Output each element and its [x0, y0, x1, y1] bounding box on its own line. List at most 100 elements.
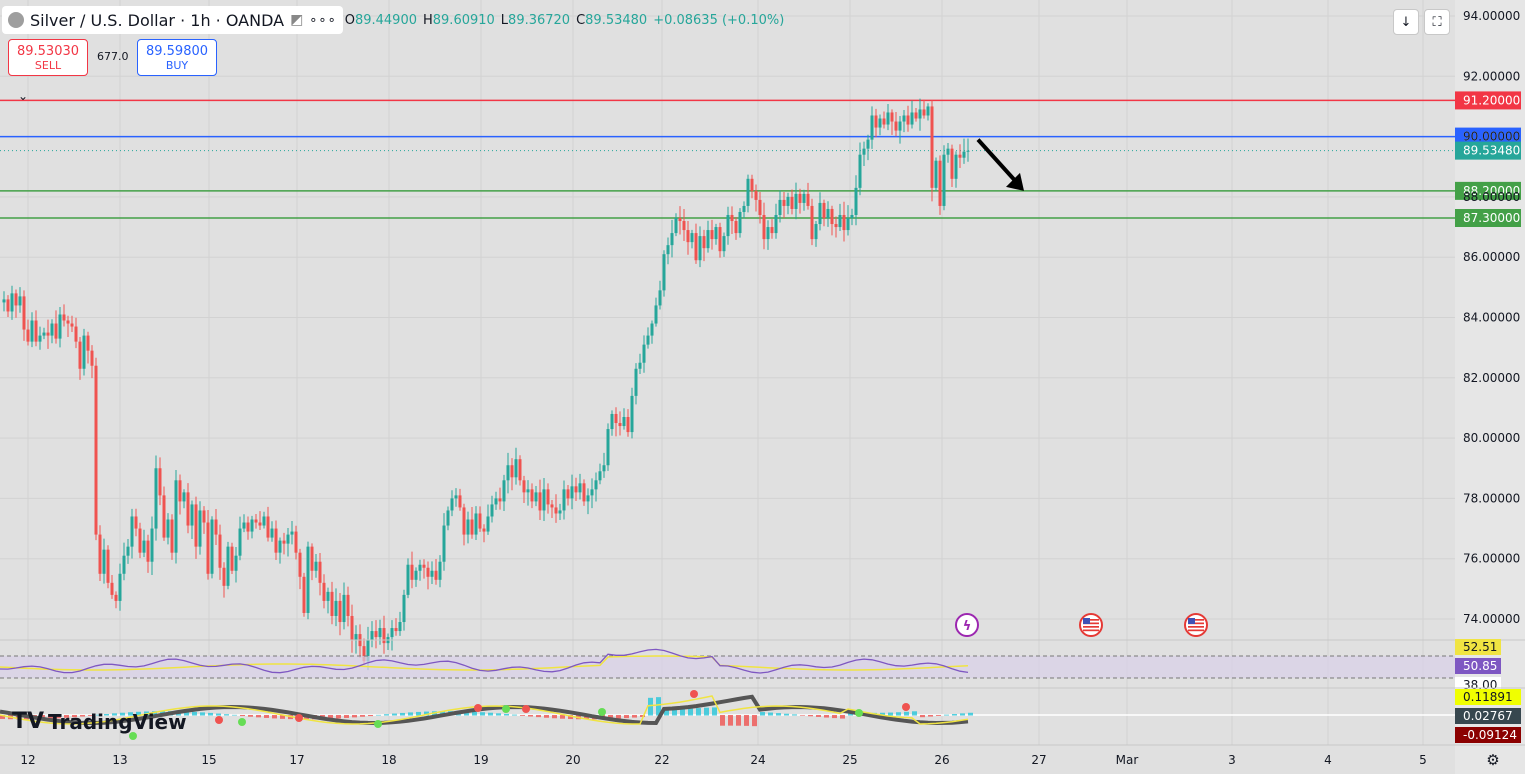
price-tick-label: 82.00000: [1463, 371, 1520, 385]
candle-body: [374, 631, 378, 638]
tradingview-logo-icon: 𝗧𝗩: [12, 709, 45, 734]
candle-body: [406, 564, 410, 595]
candle-body: [178, 480, 182, 502]
candle-body: [822, 202, 826, 219]
flag-stripe: [1083, 629, 1099, 632]
candle-body: [282, 540, 286, 544]
macd-tag: [1455, 708, 1521, 724]
candle-body: [258, 522, 262, 526]
candle-body: [274, 528, 278, 553]
candle-body: [438, 561, 442, 580]
candle-body: [514, 459, 518, 478]
arrow-shaft[interactable]: [976, 138, 1020, 186]
fullscreen-button[interactable]: ⛶: [1424, 9, 1450, 35]
price-axis[interactable]: 94.00000 92.00000 90.00000 88.00000 86.00000…: [1463, 9, 1520, 626]
candle-body: [758, 199, 762, 215]
candle-body: [610, 413, 614, 430]
candle-body: [942, 154, 946, 206]
macd-histogram-bar: [568, 715, 573, 720]
chevron-down-icon[interactable]: ⌄: [18, 89, 28, 103]
candle-body: [322, 582, 326, 601]
rsi-ma-line: [0, 655, 969, 671]
sell-label: SELL: [34, 58, 62, 72]
event-markers[interactable]: ϟ: [955, 613, 1208, 637]
sell-button[interactable]: 89.53030 SELL: [8, 39, 88, 76]
macd-histogram-bar: [544, 715, 549, 718]
price-tick-label: 84.00000: [1463, 311, 1520, 325]
candle-body: [582, 483, 586, 502]
download-button[interactable]: ↓: [1393, 9, 1419, 35]
macd-histogram-bar: [56, 715, 61, 719]
gear-icon[interactable]: ⚙: [1486, 751, 1499, 769]
candle-body: [38, 335, 42, 342]
macd-histogram-bar: [272, 715, 277, 719]
candle-body: [718, 227, 722, 252]
silver-icon: [8, 12, 24, 28]
more-icon[interactable]: ∘∘∘: [309, 12, 337, 28]
buy-button[interactable]: 89.59800 BUY: [137, 39, 217, 76]
fullscreen-icon: ⛶: [1432, 14, 1442, 30]
us-flag-event-icon[interactable]: [1184, 613, 1208, 637]
time-tick-label: 18: [381, 753, 396, 767]
macd-histogram-bar: [400, 712, 405, 716]
candle-body: [874, 115, 878, 128]
candle-body: [98, 534, 102, 574]
candle-body: [330, 591, 334, 616]
candle-body: [742, 205, 746, 212]
candle-body: [186, 492, 190, 526]
candle-body: [926, 106, 930, 116]
macd-histogram-bar: [824, 715, 829, 718]
time-tick-label: 15: [201, 753, 216, 767]
earnings-event-icon[interactable]: ϟ: [955, 613, 979, 637]
arrow-head[interactable]: [1006, 172, 1024, 191]
price-tick-label: 86.00000: [1463, 250, 1520, 264]
buy-price: 89.59800: [145, 43, 209, 59]
macd-histogram-bar: [256, 715, 261, 718]
candle-body: [366, 640, 370, 662]
candle-body: [318, 561, 322, 583]
candle-body: [962, 151, 966, 158]
macd-cross-dot: [690, 690, 698, 698]
change-value: +0.08635 (+0.10%): [653, 12, 785, 28]
candle-body: [602, 465, 606, 472]
macd-histogram-bar: [720, 715, 725, 726]
candle-body: [526, 489, 530, 493]
macd-cross-dot: [215, 716, 223, 724]
candle-body: [614, 413, 618, 424]
candle-body: [798, 193, 802, 203]
candle-body: [286, 534, 290, 544]
level-label: 90.00000: [1463, 130, 1520, 144]
candle-body: [958, 154, 962, 158]
time-tick-label: 13: [112, 753, 127, 767]
down-arrow-annotation[interactable]: [976, 138, 1024, 191]
time-tick-label: 19: [473, 753, 488, 767]
candle-body: [482, 528, 486, 532]
macd-histogram-bar: [104, 713, 109, 716]
candle-body: [290, 531, 294, 535]
macd-histogram-bar: [904, 711, 909, 716]
macd-histogram-bar: [944, 714, 949, 716]
macd-histogram-bar: [712, 707, 717, 716]
macd-histogram-bar: [408, 712, 413, 716]
candle-body: [30, 320, 34, 342]
candle-body: [746, 178, 750, 206]
symbol-box[interactable]: Silver / U.S. Dollar · 1h · OANDA ◩ ∘∘∘: [2, 6, 343, 34]
flag-canton: [1188, 618, 1195, 624]
us-flag-event-icon[interactable]: [1079, 613, 1103, 637]
candle-body: [102, 549, 106, 574]
price-tick-label: 76.00000: [1463, 552, 1520, 566]
time-axis[interactable]: 12 13 15 17 18 19 20 22 24 25 26 27 Mar 3 4 5 ⚙: [0, 744, 1525, 769]
candle-body: [82, 335, 86, 369]
time-tick-label: 24: [750, 753, 765, 767]
time-tick-label: 20: [565, 753, 580, 767]
macd-tag: [1455, 689, 1521, 705]
download-icon: ↓: [1400, 14, 1412, 30]
event-circle: [955, 613, 979, 637]
time-tick-label: 22: [654, 753, 669, 767]
candle-body: [674, 218, 678, 234]
candle-body: [626, 416, 630, 433]
price-tick-label: 74.00000: [1463, 612, 1520, 626]
macd-histogram-bar: [816, 715, 821, 717]
